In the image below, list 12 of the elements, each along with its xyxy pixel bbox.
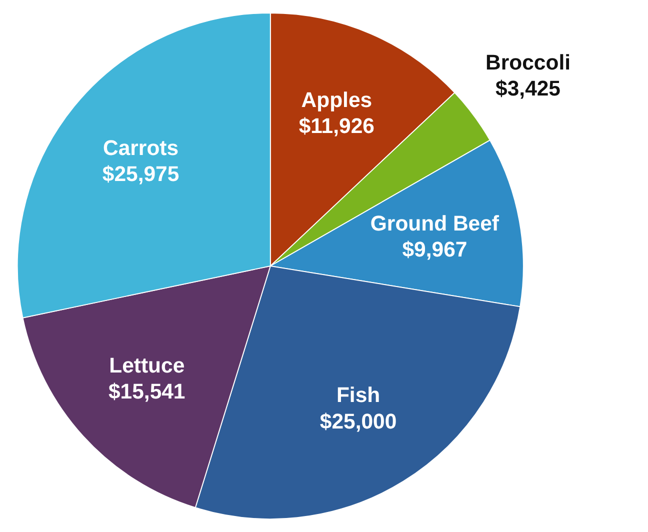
- data-label: $25,975: [102, 162, 180, 186]
- data-label: $11,926: [298, 114, 375, 138]
- slice-label: Carrots: [103, 136, 179, 160]
- slice-label: Broccoli: [486, 50, 570, 74]
- slice-label: Ground Beef: [370, 211, 500, 236]
- data-label: $25,000: [320, 409, 397, 434]
- data-label: $9,967: [402, 237, 468, 262]
- slice-label: Lettuce: [109, 354, 185, 378]
- data-label: $15,541: [108, 380, 186, 404]
- slice-label: Apples: [301, 88, 372, 112]
- data-label: $3,425: [496, 76, 561, 100]
- slice-label: Fish: [336, 383, 380, 408]
